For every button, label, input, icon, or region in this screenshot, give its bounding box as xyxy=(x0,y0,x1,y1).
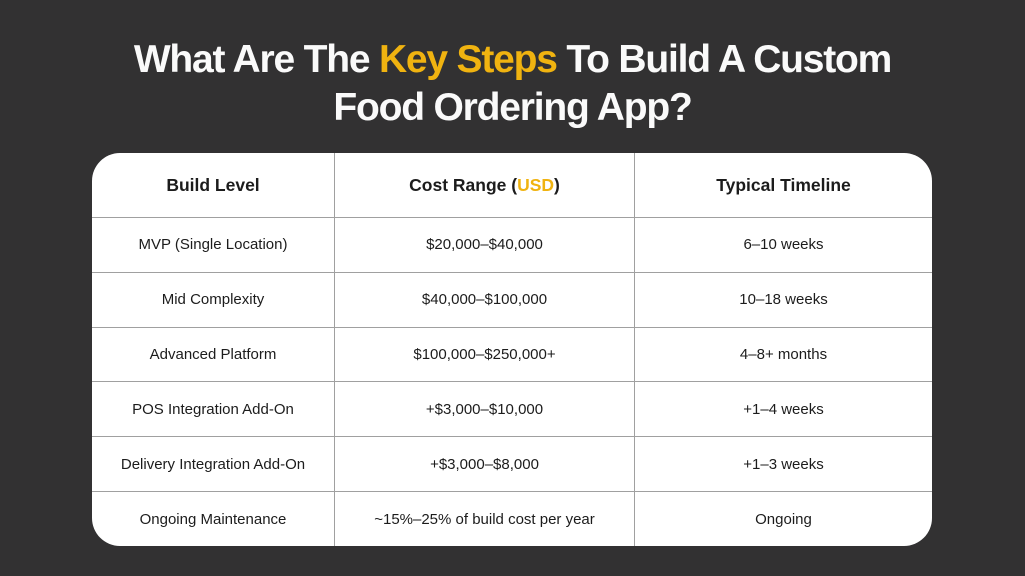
table-cell-timeline: 4–8+ months xyxy=(634,326,932,382)
table-cell-build-level: Ongoing Maintenance xyxy=(92,491,334,546)
title-text: What Are The xyxy=(133,38,379,81)
title-line2: Food Ordering App? xyxy=(333,86,692,129)
header-cost-suffix: ) xyxy=(554,174,560,195)
table-cell-timeline: 6–10 weeks xyxy=(634,217,932,272)
header-cost-prefix: Cost Range ( xyxy=(409,174,518,195)
title-highlight: Key Steps xyxy=(378,38,558,81)
table-cell-cost-range: $40,000–$100,000 xyxy=(334,271,634,327)
table-cell-cost-range: +$3,000–$8,000 xyxy=(334,436,634,492)
table-cell-timeline: Ongoing xyxy=(634,491,932,546)
table-cell-cost-range: +$3,000–$10,000 xyxy=(334,381,634,437)
column-header-cost-range: Cost Range (USD) xyxy=(334,153,634,217)
table-cell-build-level: POS Integration Add-On xyxy=(92,381,334,436)
table-cell-build-level: MVP (Single Location) xyxy=(92,217,334,272)
column-header-build-level: Build Level xyxy=(166,174,260,195)
title-text: To Build A Custom xyxy=(556,38,892,81)
pricing-table: Build Level Cost Range (USD) Typical Tim… xyxy=(92,153,932,546)
table-cell-cost-range: $20,000–$40,000 xyxy=(334,217,634,272)
table-cell-build-level: Delivery Integration Add-On xyxy=(92,436,334,491)
page-title: What Are The Key Steps To Build A Custom… xyxy=(0,0,1025,132)
table-cell-timeline: +1–4 weeks xyxy=(634,381,932,437)
table-cell-cost-range: $100,000–$250,000+ xyxy=(334,326,634,382)
table-cell-cost-range: ~15%–25% of build cost per year xyxy=(334,491,634,546)
header-usd-highlight: USD xyxy=(517,174,555,195)
table-cell-timeline: 10–18 weeks xyxy=(634,271,932,327)
column-header-typical-timeline: Typical Timeline xyxy=(634,153,932,217)
table-cell-build-level: Mid Complexity xyxy=(92,271,334,327)
table-cell-timeline: +1–3 weeks xyxy=(634,436,932,492)
table-cell-build-level: Advanced Platform xyxy=(92,326,334,382)
